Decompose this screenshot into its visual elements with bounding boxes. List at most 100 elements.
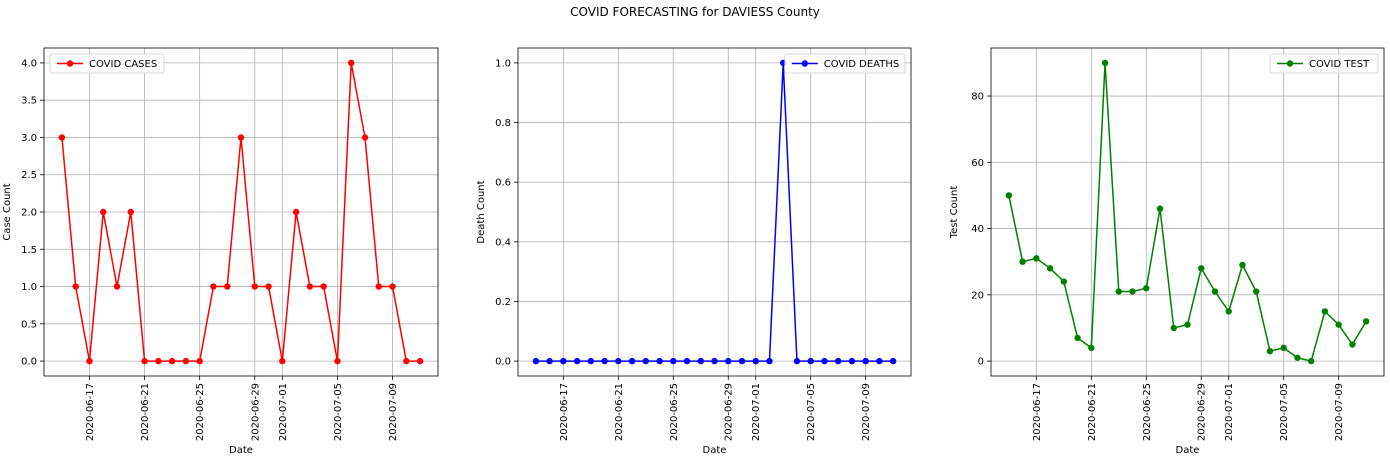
y-tick-label: 3.0 <box>21 133 37 144</box>
data-point <box>697 357 704 365</box>
data-point <box>1101 59 1109 67</box>
data-point <box>1074 334 1081 342</box>
data-point <box>1019 258 1026 265</box>
data-point <box>196 357 203 365</box>
x-tick-label: 2020-06-29 <box>724 383 735 441</box>
data-point <box>587 357 595 365</box>
data-point <box>182 357 190 365</box>
data-point <box>265 283 272 290</box>
data-point <box>1129 288 1136 295</box>
data-point <box>292 208 300 216</box>
x-tick-label: 2020-07-01 <box>278 383 289 441</box>
data-point <box>1143 285 1150 292</box>
legend-box <box>1269 53 1379 74</box>
data-point <box>573 357 581 365</box>
data-point <box>320 283 327 290</box>
legend: COVID TEST <box>1269 53 1379 74</box>
y-axis-label: Case Count <box>2 183 13 240</box>
data-point <box>348 59 355 67</box>
x-tick-label: 2020-06-25 <box>195 383 206 441</box>
data-point <box>1349 341 1356 348</box>
legend-label: COVID CASES <box>89 59 157 70</box>
data-point <box>416 357 424 365</box>
data-point <box>601 357 608 365</box>
legend-box <box>784 53 906 74</box>
data-point <box>210 283 217 290</box>
y-axis-label: Death Count <box>476 180 487 243</box>
data-point <box>560 357 567 365</box>
x-tick-label: 2020-06-17 <box>559 383 570 441</box>
y-tick-label: 0.4 <box>495 237 511 248</box>
data-point <box>862 357 869 365</box>
deaths-chart: 0.0 0.2 0.4 0.6 0.8 1.0 2020-06-17 2020-06-21 20… <box>476 47 912 456</box>
y-tick-label: 0.8 <box>495 118 511 129</box>
data-point <box>279 357 286 365</box>
y-tick-label: 0.0 <box>495 357 511 368</box>
data-point <box>141 357 148 365</box>
data-point <box>100 208 107 216</box>
y-tick-label: 60 <box>971 158 984 169</box>
data-point <box>752 357 759 365</box>
data-point <box>237 134 245 141</box>
data-point <box>155 357 162 365</box>
x-axis-label: Date <box>229 445 253 456</box>
data-point <box>1046 265 1054 272</box>
legend-marker-swatch <box>66 60 74 67</box>
y-tick-label: 1.0 <box>21 282 37 293</box>
data-point <box>375 283 382 290</box>
x-tick-label: 2020-07-09 <box>861 383 872 441</box>
x-axis-label: Date <box>1176 445 1200 456</box>
data-point <box>889 357 897 365</box>
data-point <box>546 357 553 365</box>
data-point <box>72 283 79 290</box>
data-point <box>532 357 540 365</box>
x-tick-label: 2020-07-09 <box>388 383 399 441</box>
y-tick-label: 4.0 <box>21 58 37 69</box>
data-point <box>1335 321 1342 328</box>
data-point <box>848 357 856 365</box>
x-tick-label: 2020-06-29 <box>250 383 261 441</box>
data-point <box>334 357 341 365</box>
legend-marker-swatch <box>1286 60 1294 67</box>
data-point <box>683 357 691 365</box>
data-point <box>628 357 636 365</box>
y-tick-label: 0.5 <box>21 319 37 330</box>
data-point <box>711 357 718 365</box>
x-tick-label: 2020-06-17 <box>85 383 96 441</box>
data-point <box>725 357 732 365</box>
data-point <box>1294 354 1301 361</box>
tests-chart: 0 20 40 60 80 2020-06-17 2020-06-21 2020-06-25 2… <box>949 47 1385 456</box>
data-point <box>1362 318 1370 325</box>
y-axis-label: Test Count <box>949 186 960 240</box>
data-point <box>1088 344 1095 352</box>
data-point <box>1005 192 1013 199</box>
data-point <box>670 357 677 365</box>
legend-marker-swatch <box>801 60 808 67</box>
data-point <box>834 357 842 365</box>
legend: COVID DEATHS <box>784 53 906 74</box>
x-tick-label: 2020-06-21 <box>1087 383 1098 441</box>
x-tick-label: 2020-07-05 <box>806 383 817 441</box>
data-point <box>1170 324 1177 332</box>
cases-chart: 0.0 0.5 1.0 1.5 2.0 2.5 3.0 3.5 4.0 2020-06-17 202… <box>2 47 439 456</box>
series-line <box>1008 62 1367 362</box>
data-point <box>1115 288 1122 295</box>
y-tick-label: 80 <box>971 92 984 103</box>
series-line <box>535 62 894 362</box>
y-tick-label: 2.5 <box>21 170 37 181</box>
legend-label: COVID DEATHS <box>824 59 899 70</box>
data-point <box>642 357 649 365</box>
data-point <box>738 357 746 365</box>
data-point <box>1060 278 1068 285</box>
x-tick-label: 2020-06-21 <box>614 383 625 441</box>
data-point <box>1266 347 1274 355</box>
y-tick-label: 2.0 <box>21 208 37 219</box>
data-point <box>807 357 814 365</box>
y-tick-label: 40 <box>971 224 984 235</box>
data-point <box>1225 308 1232 315</box>
y-tick-label: 0.0 <box>21 357 37 368</box>
data-point <box>1253 288 1260 295</box>
x-tick-label: 2020-06-25 <box>669 383 680 441</box>
data-point <box>766 357 773 365</box>
